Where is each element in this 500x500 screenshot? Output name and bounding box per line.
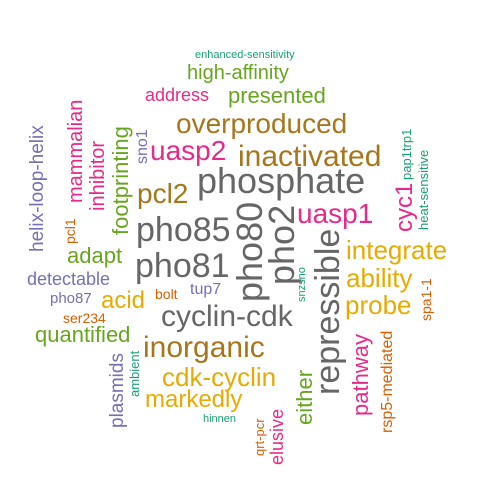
word-pathway: pathway: [348, 334, 373, 416]
word-mammalian: mammalian: [65, 99, 87, 203]
word-ability: ability: [346, 263, 413, 293]
word-uasp2: uasp2: [150, 135, 227, 166]
word-probe: probe: [345, 290, 412, 320]
word-tup7: tup7: [190, 281, 222, 298]
word-phosphate: phosphate: [197, 160, 366, 201]
word-bolt: bolt: [155, 286, 178, 302]
word-enhanced-sensitivity: enhanced-sensitivity: [195, 49, 295, 61]
word-footprinting: footprinting: [108, 126, 133, 235]
word-plasmids: plasmids: [107, 353, 128, 428]
word-acid: acid: [101, 287, 146, 314]
word-address: address: [145, 85, 210, 105]
word-either: either: [292, 369, 317, 425]
word-ambient: ambient: [127, 350, 142, 397]
word-pcl1: pcl1: [62, 218, 78, 244]
word-inhibitor: inhibitor: [87, 140, 109, 211]
word-integrate: integrate: [346, 235, 448, 265]
word-heat-sensitive: heat-sensitive: [416, 149, 431, 230]
word-spa1-1: spa1-1: [418, 278, 434, 321]
word-elusive: elusive: [267, 408, 287, 465]
word-snzsno: snzsno: [296, 267, 308, 302]
word-high-affinity: high-affinity: [187, 62, 289, 84]
word-markedly: markedly: [145, 386, 243, 413]
word-quantified: quantified: [35, 322, 131, 347]
word-inactivated: inactivated: [238, 140, 382, 173]
word-pho85: pho85: [136, 211, 231, 249]
word-overproduced: overproduced: [176, 108, 348, 139]
word-cdk-cyclin: cdk-cyclin: [162, 362, 277, 392]
word-rsp5-mediated: rsp5-mediated: [379, 330, 396, 433]
word-detectable: detectable: [27, 269, 111, 289]
word-pho2: pho2: [261, 204, 302, 285]
word-inorganic: inorganic: [143, 331, 265, 364]
word-pcl2: pcl2: [137, 178, 189, 209]
word-helix-loop-helix: helix-loop-helix: [27, 125, 48, 252]
word-qrt-pcr: qrt-pcr: [252, 418, 267, 456]
word-cyclin-cdk: cyclin-cdk: [161, 300, 293, 333]
word-pho81: pho81: [135, 247, 230, 285]
word-ser234: ser234: [63, 310, 106, 326]
word-pho87: pho87: [50, 290, 92, 307]
word-sno1: sno1: [134, 129, 151, 164]
word-adapt: adapt: [67, 243, 123, 268]
word-cyc1: cyc1: [391, 182, 418, 232]
word-presented: presented: [228, 83, 326, 108]
word-uasp1: uasp1: [297, 198, 374, 229]
word-hinnen: hinnen: [203, 413, 237, 425]
word-pap1trp1: pap1trp1: [399, 128, 414, 180]
